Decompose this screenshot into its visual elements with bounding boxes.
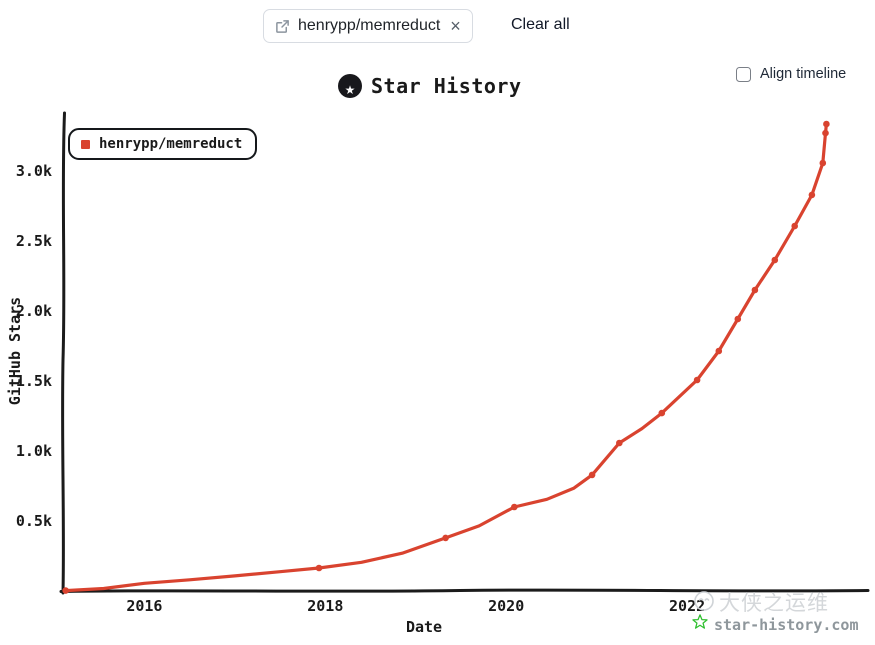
page-title-text: Star History: [371, 74, 522, 98]
y-tick-label: 1.0k: [15, 442, 52, 460]
external-link-icon: [275, 19, 290, 34]
smiley-face-icon: [692, 588, 716, 617]
series-line: [64, 122, 828, 593]
y-axis: [61, 111, 66, 595]
data-point: [822, 129, 829, 137]
data-point: [823, 120, 830, 128]
green-star-icon: [691, 613, 709, 636]
x-tick-label: 2022: [669, 597, 706, 615]
data-point: [315, 564, 323, 572]
page-title: ★ Star History: [338, 74, 522, 98]
data-point: [693, 376, 701, 384]
align-timeline-checkbox[interactable]: [736, 66, 751, 82]
legend: henrypp/memreduct: [68, 128, 258, 160]
data-point: [808, 191, 816, 199]
clear-all-button[interactable]: Clear all: [511, 16, 570, 33]
close-icon[interactable]: ×: [450, 16, 461, 36]
repo-tag-label: henrypp/memreduct: [298, 17, 441, 34]
star-history-logo-icon: ★: [338, 74, 362, 98]
data-point: [791, 222, 798, 230]
y-tick-label: 0.5k: [15, 512, 52, 530]
data-point: [511, 503, 518, 511]
data-point: [771, 256, 779, 264]
x-axis: [59, 588, 870, 593]
data-point: [62, 587, 69, 594]
data-point: [734, 315, 742, 323]
y-tick-label: 2.5k: [15, 232, 52, 250]
y-tick-label: 3.0k: [15, 162, 52, 180]
data-point: [616, 439, 623, 447]
align-timeline-label: Align timeline: [760, 66, 847, 82]
watermark-line2: star-history.com: [691, 613, 859, 636]
data-point: [751, 286, 759, 294]
data-point: [715, 347, 723, 355]
x-tick-label: 2018: [307, 597, 344, 615]
watermark-line1: 大侠之运维: [692, 587, 829, 617]
legend-marker-icon: [81, 139, 90, 149]
y-tick-label: 2.0k: [15, 302, 52, 320]
data-point: [658, 409, 666, 417]
align-timeline-control[interactable]: Align timeline: [736, 66, 846, 82]
watermark-cn-text: 大侠之运维: [719, 592, 829, 615]
watermark-site-text: star-history.com: [714, 615, 859, 634]
x-tick-label: 2016: [126, 597, 163, 615]
repo-tag[interactable]: henrypp/memreduct ×: [263, 9, 473, 43]
data-point: [442, 534, 449, 542]
y-tick-label: 1.5k: [15, 372, 52, 390]
x-tick-label: 2020: [488, 597, 525, 615]
x-axis-label: Date: [405, 618, 443, 636]
legend-series-name: henrypp/memreduct: [99, 136, 243, 152]
data-point: [588, 471, 596, 479]
data-point: [819, 159, 827, 167]
